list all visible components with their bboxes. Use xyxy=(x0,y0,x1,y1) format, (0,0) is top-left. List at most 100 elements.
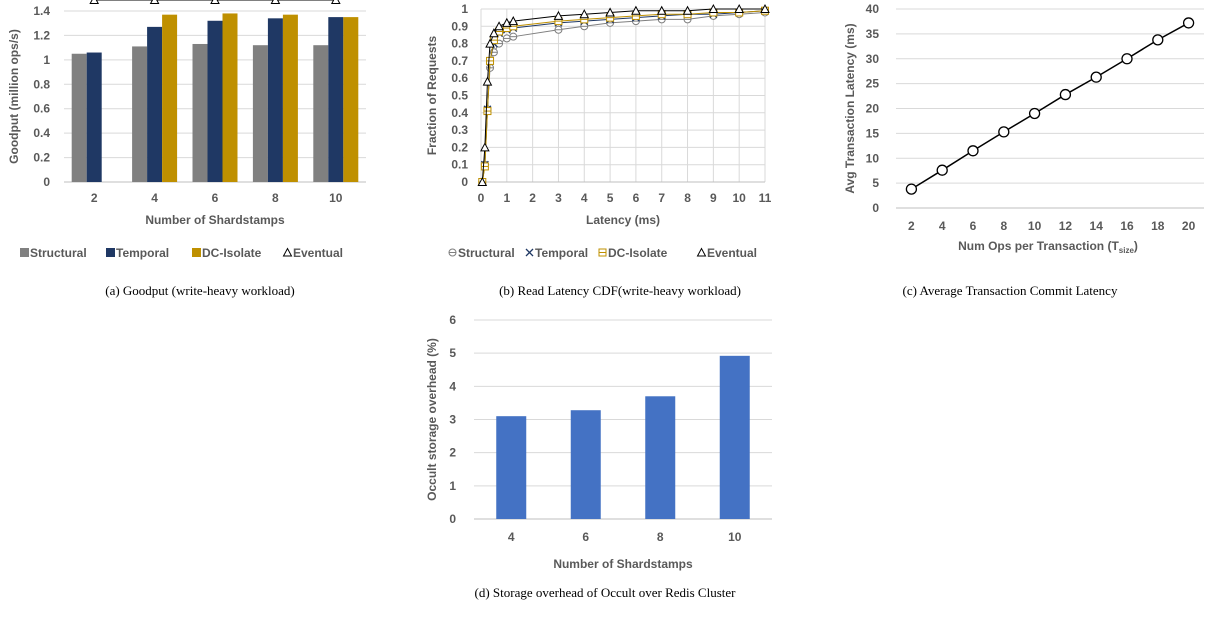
x-tick-label: 6 xyxy=(633,191,640,205)
point-eventual-5 xyxy=(494,21,504,31)
series-line-latency xyxy=(911,22,1189,190)
series-line-structural xyxy=(481,11,766,183)
x-tick-label: 20 xyxy=(1182,219,1196,233)
x-tick-label: 10 xyxy=(329,191,343,205)
point-eventual-4 xyxy=(489,28,499,38)
x-tick-label: 8 xyxy=(1000,219,1007,233)
y-tick-label: 1 xyxy=(461,2,468,16)
y-tick-label: 0 xyxy=(461,175,468,189)
point-eventual-13 xyxy=(682,5,693,15)
point-eventual-15 xyxy=(734,3,745,13)
point-eventual-0 xyxy=(477,176,488,186)
y-tick-label: 0.8 xyxy=(33,77,50,91)
point-eventual-1 xyxy=(480,142,490,152)
y-axis-label: Occult storage overhead (%) xyxy=(425,338,439,501)
y-tick-label: 0 xyxy=(43,175,50,189)
bar-structural-8 xyxy=(252,45,268,183)
x-tick-label: 4 xyxy=(939,219,946,233)
legend-swatch-eventual xyxy=(696,247,707,257)
y-tick-label: 2 xyxy=(449,446,456,460)
point-eventual-4 xyxy=(149,0,160,5)
legend-label-structural: Structural xyxy=(30,246,87,260)
x-tick-label: 4 xyxy=(581,191,588,205)
y-axis-label: Goodput (million ops/s) xyxy=(7,29,21,164)
point-latency-20 xyxy=(1182,17,1195,29)
point-eventual-7 xyxy=(508,16,519,26)
y-tick-label: 0.3 xyxy=(451,123,468,137)
x-tick-label: 18 xyxy=(1151,219,1165,233)
x-tick-label: 2 xyxy=(529,191,536,205)
point-eventual-2 xyxy=(89,0,100,5)
bar-temporal-2 xyxy=(86,52,102,183)
legend-swatch-temporal xyxy=(525,248,534,257)
y-tick-label: 5 xyxy=(872,176,879,190)
x-tick-label: 5 xyxy=(607,191,614,205)
point-latency-18 xyxy=(1152,34,1164,46)
point-eventual-8 xyxy=(553,10,564,20)
legend-swatch-structural xyxy=(20,248,29,257)
bar-temporal-6 xyxy=(207,20,223,183)
x-tick-label: 6 xyxy=(582,530,589,544)
y-tick-label: 0.2 xyxy=(33,151,50,165)
point-eventual-3 xyxy=(485,38,495,48)
x-tick-label: 6 xyxy=(212,191,219,205)
chart-c-panel: 0 5 10 15 20 25 30 35 40 2 4 6 8 10 12 14 16 18 20 Num Ops … xyxy=(830,0,1206,270)
x-tick-label: 4 xyxy=(151,191,158,205)
point-eventual-12 xyxy=(656,5,667,15)
x-tick-label: 6 xyxy=(970,219,977,233)
x-tick-label: 10 xyxy=(728,530,742,544)
y-tick-label: 5 xyxy=(449,346,456,360)
y-tick-label: 0.9 xyxy=(451,19,468,33)
x-tick-label: 0 xyxy=(478,191,485,205)
bar-overhead-4 xyxy=(496,416,527,519)
y-tick-label: 0.4 xyxy=(451,106,468,120)
x-tick-label: 4 xyxy=(508,530,515,544)
bar-temporal-10 xyxy=(328,17,344,182)
chart-b-latency-cdf: 00.10.20.30.40.50.60.70.80.910 1 2 3 4 5 6 7 8 9 1… xyxy=(425,2,772,260)
point-dc-isolate-3 xyxy=(486,56,495,65)
point-latency-4 xyxy=(936,164,948,176)
bar-structural-2 xyxy=(71,53,87,182)
chart-a-panel: 0 0.2 0.4 0.6 0.8 1 1.2 1.4 2 4 6 8 10 Number of Shar… xyxy=(0,0,390,270)
chart-c-commit-latency: 0 5 10 15 20 25 30 35 40 2 4 6 8 10 12 14 16 18 20 Num Ops … xyxy=(843,2,1204,255)
y-tick-label: 0 xyxy=(872,201,879,215)
caption-c: (c) Average Transaction Commit Latency xyxy=(902,283,1118,298)
point-structural-8 xyxy=(554,25,563,34)
y-tick-label: 0.4 xyxy=(33,126,50,140)
point-eventual-6 xyxy=(210,0,220,5)
point-latency-12 xyxy=(1059,88,1072,101)
y-tick-label: 0.5 xyxy=(451,89,468,103)
point-latency-10 xyxy=(1028,107,1041,120)
x-axis-label: Num Ops per Transaction (Tsize) xyxy=(958,239,1138,255)
y-tick-label: 35 xyxy=(866,27,880,41)
bar-overhead-10 xyxy=(719,355,750,519)
y-tick-label: 10 xyxy=(866,151,880,165)
point-latency-14 xyxy=(1090,71,1102,83)
x-tick-label: 8 xyxy=(684,191,691,205)
point-eventual-10 xyxy=(605,7,615,17)
point-eventual-10 xyxy=(330,0,341,5)
x-tick-label: 2 xyxy=(91,191,98,205)
legend-label-eventual: Eventual xyxy=(707,246,757,260)
legend-label-temporal: Temporal xyxy=(535,246,588,260)
point-eventual-8 xyxy=(270,0,281,5)
x-axis-label: Number of Shardstamps xyxy=(145,213,285,227)
x-tick-label: 11 xyxy=(759,191,772,205)
y-tick-label: 1.2 xyxy=(33,28,50,42)
legend-swatch-dc-isolate xyxy=(598,248,607,257)
x-tick-label: 3 xyxy=(555,191,562,205)
y-tick-label: 1 xyxy=(43,53,50,67)
legend-label-temporal: Temporal xyxy=(116,246,169,260)
bar-dc-isolate-8 xyxy=(282,14,298,182)
y-tick-label: 1.4 xyxy=(33,4,50,18)
y-tick-label: 1 xyxy=(449,479,456,493)
y-tick-label: 20 xyxy=(866,102,880,116)
y-tick-label: 0 xyxy=(449,512,456,526)
point-latency-8 xyxy=(998,126,1010,138)
x-tick-label: 14 xyxy=(1090,219,1104,233)
y-tick-label: 0.1 xyxy=(451,158,468,172)
point-eventual-9 xyxy=(579,9,590,19)
y-tick-label: 40 xyxy=(866,2,880,16)
point-latency-2 xyxy=(905,183,918,195)
y-tick-label: 4 xyxy=(449,379,456,393)
